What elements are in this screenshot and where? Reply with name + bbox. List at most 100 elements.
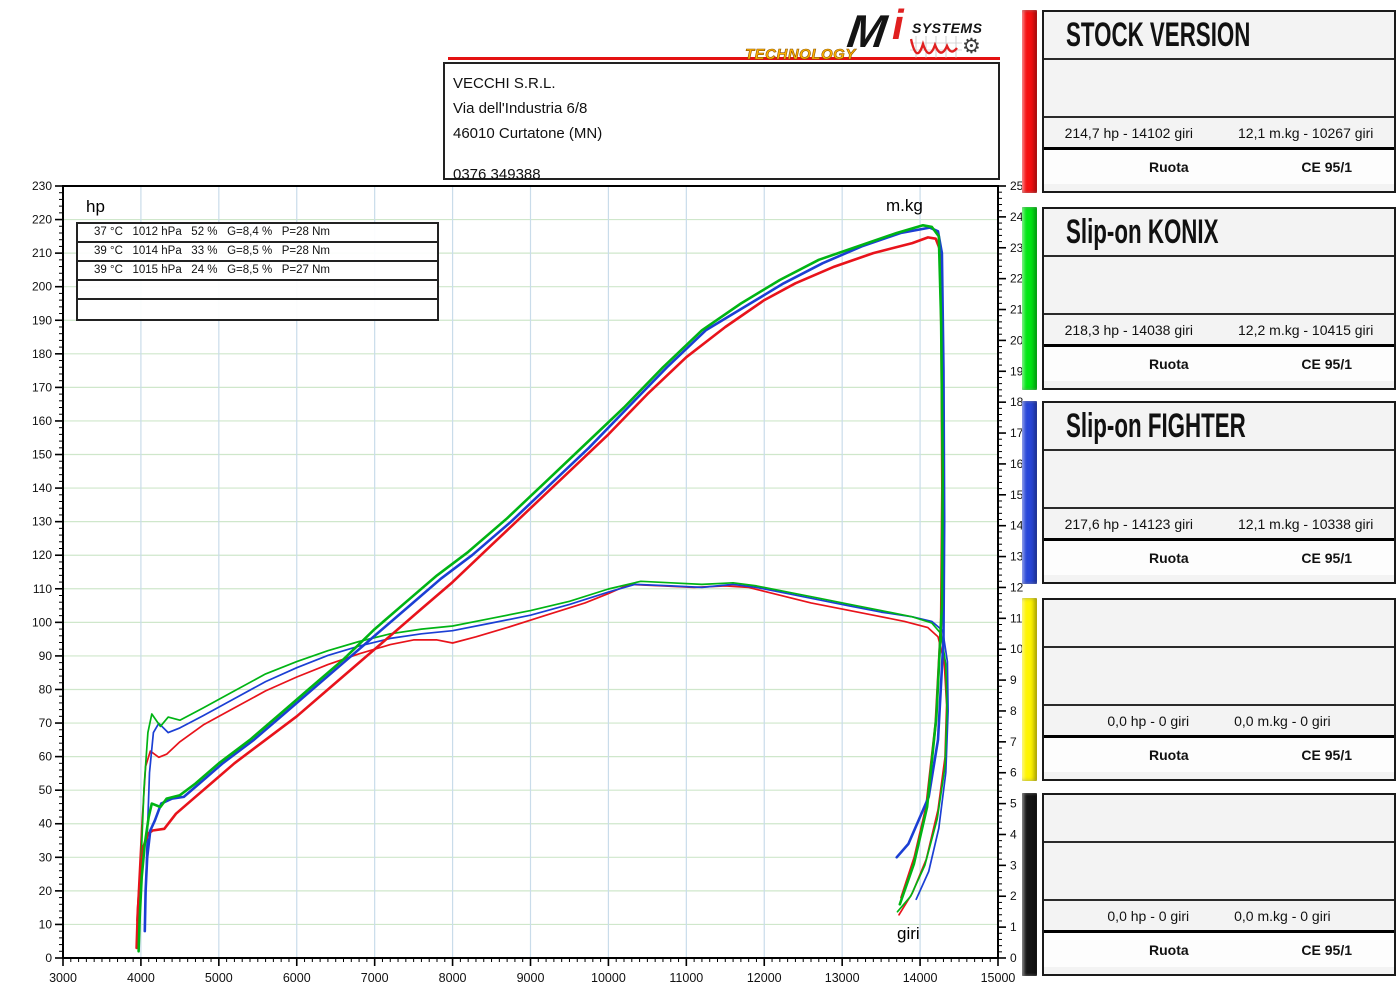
svg-text:140: 140 — [32, 481, 52, 495]
panel-notes-area — [1044, 257, 1394, 315]
panel-notes-area — [1044, 60, 1394, 118]
svg-text:120: 120 — [32, 548, 52, 562]
svg-text:80: 80 — [39, 682, 53, 696]
y-left-axis-label: hp — [86, 197, 105, 216]
svg-text:170: 170 — [32, 380, 52, 394]
svg-text:180: 180 — [32, 347, 52, 361]
result-panel-konix[interactable]: Slip-on KONIX 218,3 hp - 14038 giri 12,2… — [1042, 207, 1396, 390]
logo-m-letter: M — [844, 5, 890, 57]
svg-text:3: 3 — [1010, 858, 1017, 872]
svg-text:13000: 13000 — [825, 971, 860, 985]
panel-title: Slip-on FIGHTER — [1066, 405, 1246, 445]
measure-mode-label: Ruota — [1149, 159, 1189, 175]
svg-text:40: 40 — [39, 817, 53, 831]
svg-text:130: 130 — [32, 515, 52, 529]
panel-title: Slip-on KONIX — [1066, 211, 1219, 251]
svg-text:6: 6 — [1010, 766, 1017, 780]
svg-text:150: 150 — [32, 448, 52, 462]
run-color-bar-konix — [1022, 207, 1037, 390]
condition-row — [78, 300, 437, 319]
company-name: VECCHI S.R.L. — [453, 75, 556, 92]
svg-text:20: 20 — [39, 884, 53, 898]
header-rule — [448, 57, 1000, 60]
run-color-bar-stock — [1022, 10, 1037, 193]
result-panel-empty2[interactable]: 0,0 hp - 0 giri 0,0 m.kg - 0 giri Ruota … — [1042, 793, 1396, 976]
logo-i-letter: i — [892, 1, 904, 48]
svg-text:11000: 11000 — [669, 971, 703, 985]
company-phone: 0376 349388 — [453, 166, 541, 183]
svg-text:1: 1 — [1010, 920, 1017, 934]
measure-mode-label: Ruota — [1149, 550, 1189, 566]
torque-peak-value: 0,0 m.kg - 0 giri — [1234, 712, 1331, 729]
hp-peak-value: 0,0 hp - 0 giri — [1107, 907, 1190, 924]
svg-text:10: 10 — [39, 917, 53, 931]
panel-notes-area — [1044, 648, 1394, 706]
condition-row: 37 °C 1012 hPa 52 % G=8,4 % P=28 Nm — [78, 224, 437, 243]
result-panel-stock[interactable]: STOCK VERSION 214,7 hp - 14102 giri 12,1… — [1042, 10, 1396, 193]
condition-row: 39 °C 1014 hPa 33 % G=8,5 % P=28 Nm — [78, 243, 437, 262]
svg-text:8: 8 — [1010, 704, 1017, 718]
brand-logo: TECHNOLOGY M i SYSTEMS ⚙ — [740, 4, 1000, 64]
logo-technology-text: TECHNOLOGY — [745, 46, 856, 64]
svg-text:30: 30 — [39, 850, 53, 864]
panel-title: STOCK VERSION — [1066, 14, 1251, 54]
result-panel-empty1[interactable]: 0,0 hp - 0 giri 0,0 m.kg - 0 giri Ruota … — [1042, 598, 1396, 781]
svg-text:6000: 6000 — [283, 971, 311, 985]
svg-text:220: 220 — [32, 213, 52, 227]
svg-text:15000: 15000 — [981, 971, 1016, 985]
panel-notes-area — [1044, 843, 1394, 901]
condition-row — [78, 281, 437, 300]
x-axis-label: giri — [897, 924, 920, 943]
hp-peak-value: 0,0 hp - 0 giri — [1107, 712, 1190, 729]
svg-text:2: 2 — [1010, 889, 1017, 903]
company-address-line1: Via dell'Industria 6/8 — [453, 100, 588, 117]
svg-text:5: 5 — [1010, 797, 1017, 811]
svg-text:70: 70 — [39, 716, 53, 730]
svg-text:190: 190 — [32, 313, 52, 327]
measure-mode-label: Ruota — [1149, 942, 1189, 958]
test-conditions-box: 37 °C 1012 hPa 52 % G=8,4 % P=28 Nm 39 °… — [76, 222, 439, 321]
company-address-box: VECCHI S.R.L. Via dell'Industria 6/8 460… — [443, 62, 1000, 183]
hp-peak-value: 218,3 hp - 14038 giri — [1064, 321, 1194, 338]
run-color-bar-empty2 — [1022, 793, 1037, 976]
torque-peak-value: 12,1 m.kg - 10338 giri — [1238, 515, 1374, 532]
svg-text:7000: 7000 — [361, 971, 389, 985]
svg-text:9: 9 — [1010, 673, 1017, 687]
svg-text:3000: 3000 — [49, 971, 77, 985]
svg-text:0: 0 — [1010, 951, 1017, 965]
svg-text:8000: 8000 — [439, 971, 467, 985]
svg-text:14000: 14000 — [903, 971, 938, 985]
svg-text:110: 110 — [33, 582, 52, 596]
correction-standard-label: CE 95/1 — [1301, 747, 1352, 763]
svg-text:210: 210 — [32, 246, 52, 260]
condition-row: 39 °C 1015 hPa 24 % G=8,5 % P=27 Nm — [78, 262, 437, 281]
svg-text:50: 50 — [39, 783, 53, 797]
hp-peak-value: 217,6 hp - 14123 giri — [1064, 515, 1194, 532]
correction-standard-label: CE 95/1 — [1301, 356, 1352, 372]
torque-peak-value: 12,1 m.kg - 10267 giri — [1238, 124, 1374, 141]
torque-peak-value: 12,2 m.kg - 10415 giri — [1238, 321, 1374, 338]
panel-notes-area — [1044, 451, 1394, 509]
svg-text:10000: 10000 — [591, 971, 626, 985]
logo-systems-text: SYSTEMS — [912, 20, 983, 36]
signal-wave-icon — [910, 36, 962, 58]
correction-standard-label: CE 95/1 — [1301, 942, 1352, 958]
svg-text:200: 200 — [32, 280, 52, 294]
svg-text:60: 60 — [39, 750, 53, 764]
svg-text:0: 0 — [45, 951, 52, 965]
run-color-bar-fighter — [1022, 401, 1037, 584]
svg-text:12000: 12000 — [747, 971, 782, 985]
run-color-bar-empty1 — [1022, 598, 1037, 781]
svg-text:160: 160 — [32, 414, 52, 428]
measure-mode-label: Ruota — [1149, 747, 1189, 763]
result-panel-fighter[interactable]: Slip-on FIGHTER 217,6 hp - 14123 giri 12… — [1042, 401, 1396, 584]
company-address-line2: 46010 Curtatone (MN) — [453, 125, 603, 142]
correction-standard-label: CE 95/1 — [1301, 550, 1352, 566]
svg-text:7: 7 — [1010, 735, 1017, 749]
y-right-axis-label: m.kg — [886, 196, 923, 215]
svg-text:230: 230 — [32, 179, 52, 193]
measure-mode-label: Ruota — [1149, 356, 1189, 372]
svg-text:5000: 5000 — [205, 971, 233, 985]
correction-standard-label: CE 95/1 — [1301, 159, 1352, 175]
svg-text:4: 4 — [1010, 827, 1017, 841]
